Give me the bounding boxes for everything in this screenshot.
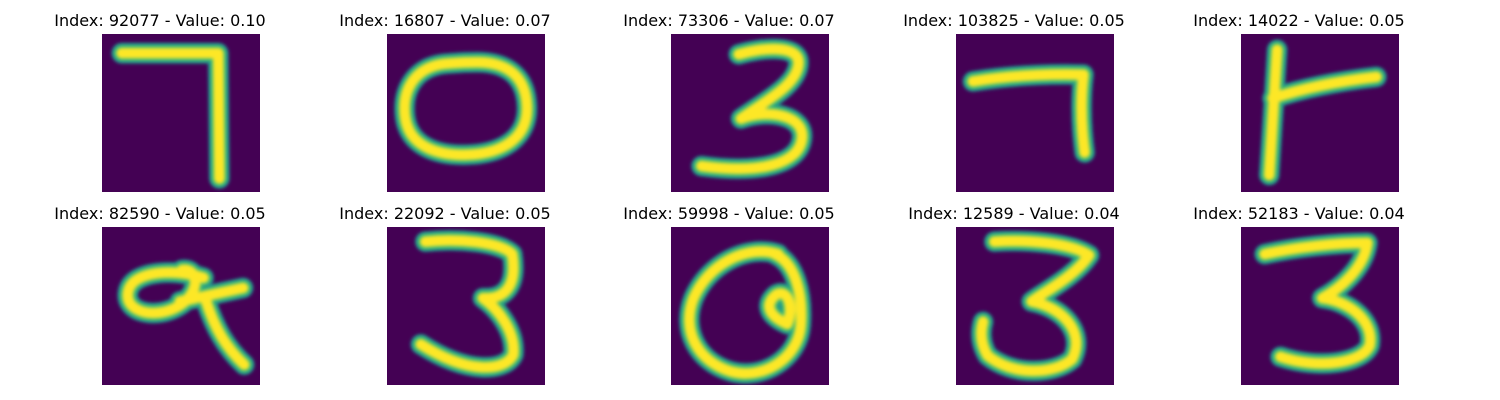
index-value: 92077 (108, 11, 160, 30)
value-number: 0.05 (230, 204, 266, 223)
digit-panel: Index: 73306 - Value: 0.07 (609, 12, 849, 202)
panel-title: Index: 12589 - Value: 0.04 (894, 205, 1134, 223)
index-prefix: Index: (623, 204, 678, 223)
value-prefix: - Value: (1298, 204, 1370, 223)
stroke-core (122, 264, 250, 371)
digit-panel: Index: 22092 - Value: 0.05 (325, 205, 565, 395)
index-prefix: Index: (54, 204, 109, 223)
index-value: 52183 (1247, 204, 1299, 223)
digit-panel: Index: 92077 - Value: 0.10 (40, 12, 280, 202)
index-value: 103825 (957, 11, 1019, 30)
stroke-core (976, 235, 1095, 377)
value-number: 0.05 (1089, 11, 1125, 30)
index-prefix: Index: (903, 11, 958, 30)
panel-title: Index: 73306 - Value: 0.07 (609, 12, 849, 30)
value-prefix: - Value: (1018, 11, 1090, 30)
panel-title: Index: 59998 - Value: 0.05 (609, 205, 849, 223)
index-value: 59998 (677, 204, 729, 223)
handwritten-digit-image (956, 227, 1114, 385)
stroke-core (116, 47, 225, 184)
handwritten-digit-image (387, 34, 545, 192)
index-prefix: Index: (1193, 204, 1248, 223)
stroke-core (1263, 44, 1382, 181)
stroke-core (1259, 237, 1376, 369)
value-number: 0.04 (1369, 204, 1405, 223)
index-value: 73306 (677, 11, 729, 30)
index-prefix: Index: (339, 11, 394, 30)
handwritten-digit-image (671, 227, 829, 385)
handwritten-digit-image (387, 227, 545, 385)
value-number: 0.07 (515, 11, 551, 30)
stroke-core (415, 235, 519, 373)
value-prefix: - Value: (1013, 204, 1085, 223)
index-value: 22092 (393, 204, 445, 223)
stroke-core (967, 69, 1091, 158)
stroke-core (684, 246, 807, 379)
index-prefix: Index: (339, 204, 394, 223)
value-prefix: - Value: (159, 11, 231, 30)
panel-title: Index: 82590 - Value: 0.05 (40, 205, 280, 223)
index-value: 82590 (108, 204, 160, 223)
digit-panel: Index: 103825 - Value: 0.05 (894, 12, 1134, 202)
value-prefix: - Value: (1298, 11, 1370, 30)
index-value: 12589 (962, 204, 1014, 223)
digit-panel: Index: 59998 - Value: 0.05 (609, 205, 849, 395)
index-prefix: Index: (623, 11, 678, 30)
digit-panel: Index: 82590 - Value: 0.05 (40, 205, 280, 395)
panel-title: Index: 92077 - Value: 0.10 (40, 12, 280, 30)
digit-panel: Index: 12589 - Value: 0.04 (894, 205, 1134, 395)
panel-title: Index: 14022 - Value: 0.05 (1179, 12, 1419, 30)
value-number: 0.05 (515, 204, 551, 223)
index-value: 14022 (1247, 11, 1299, 30)
stroke-core (399, 56, 533, 161)
index-prefix: Index: (54, 11, 109, 30)
stroke-core (696, 43, 808, 174)
handwritten-digit-image (1241, 227, 1399, 385)
handwritten-digit-image (956, 34, 1114, 192)
value-number: 0.07 (799, 11, 835, 30)
handwritten-digit-image (1241, 34, 1399, 192)
digit-panel: Index: 16807 - Value: 0.07 (325, 12, 565, 202)
value-prefix: - Value: (444, 11, 516, 30)
panel-title: Index: 52183 - Value: 0.04 (1179, 205, 1419, 223)
value-number: 0.05 (799, 204, 835, 223)
value-prefix: - Value: (728, 204, 800, 223)
index-prefix: Index: (908, 204, 963, 223)
value-number: 0.10 (230, 11, 266, 30)
panel-title: Index: 103825 - Value: 0.05 (894, 12, 1134, 30)
value-prefix: - Value: (444, 204, 516, 223)
handwritten-digit-image (102, 227, 260, 385)
digit-panel: Index: 14022 - Value: 0.05 (1179, 12, 1419, 202)
value-prefix: - Value: (159, 204, 231, 223)
digit-panel: Index: 52183 - Value: 0.04 (1179, 205, 1419, 395)
value-number: 0.04 (1084, 204, 1120, 223)
value-prefix: - Value: (728, 11, 800, 30)
panel-title: Index: 16807 - Value: 0.07 (325, 12, 565, 30)
value-number: 0.05 (1369, 11, 1405, 30)
handwritten-digit-image (102, 34, 260, 192)
index-prefix: Index: (1193, 11, 1248, 30)
index-value: 16807 (393, 11, 445, 30)
handwritten-digit-image (671, 34, 829, 192)
panel-title: Index: 22092 - Value: 0.05 (325, 205, 565, 223)
